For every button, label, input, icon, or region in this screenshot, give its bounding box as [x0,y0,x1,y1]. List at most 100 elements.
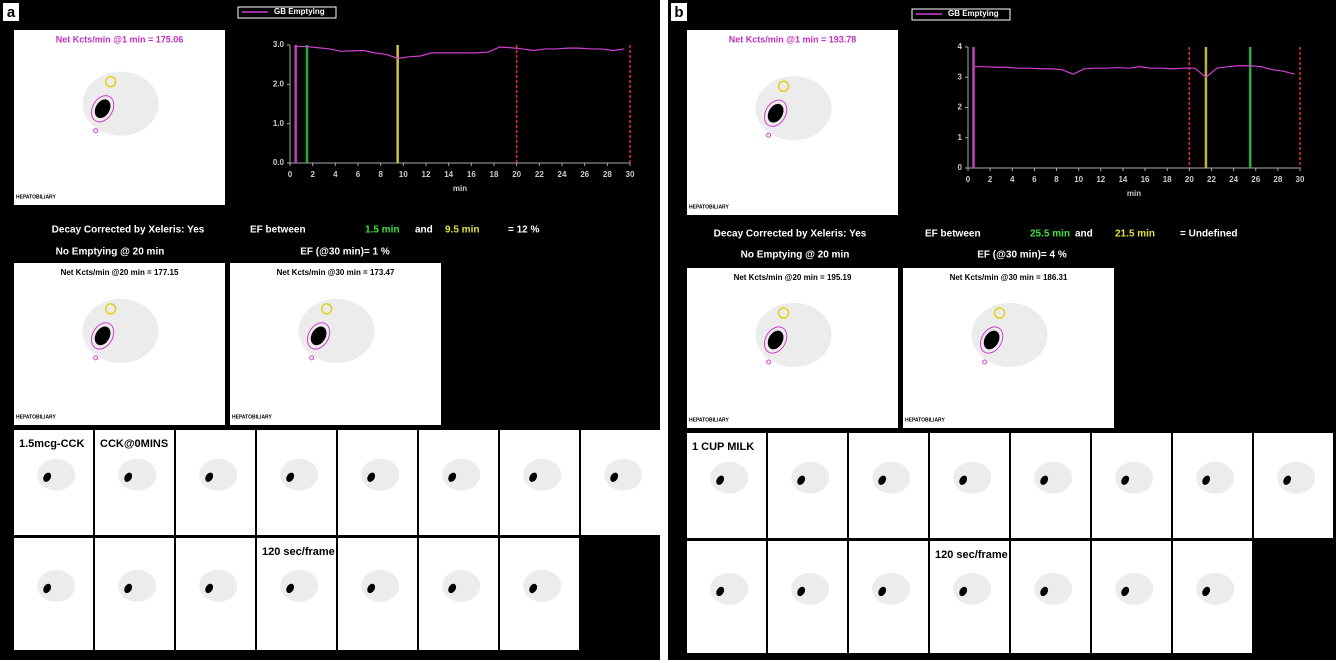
ef-join: and [415,225,433,236]
scan-halo [37,570,75,602]
image-title: Net Kcts/min @30 min = 186.31 [950,273,1068,282]
emptying-text: No Emptying @ 20 min [56,247,165,258]
x-tick-label: 24 [558,170,567,179]
x-tick-label: 26 [580,170,589,179]
scan-halo [1115,573,1153,605]
scan-halo [1034,573,1072,605]
x-tick-label: 16 [1141,175,1150,184]
image-caption: HEPATOBILIARY [232,414,272,420]
x-tick-label: 6 [356,170,361,179]
x-tick-label: 22 [535,170,544,179]
x-tick-label: 26 [1251,175,1260,184]
x-tick-label: 16 [467,170,476,179]
panel-label: b [674,4,683,21]
scan-halo [361,570,399,602]
x-tick-label: 18 [490,170,499,179]
x-tick-label: 14 [444,170,453,179]
x-tick-label: 18 [1163,175,1172,184]
scan-halo [604,459,642,491]
ef30-text: EF (@30 min)= 4 % [977,250,1067,261]
x-tick-label: 30 [626,170,635,179]
y-tick-label: 2.0 [273,79,285,88]
y-tick-label: 1 [958,133,963,142]
scan-halo [1196,573,1234,605]
y-tick-label: 0.0 [273,158,285,167]
scan-halo [199,459,237,491]
x-tick-label: 14 [1118,175,1127,184]
image-caption: HEPATOBILIARY [689,417,729,423]
x-tick-label: 8 [378,170,383,179]
image-title: Net Kcts/min @20 min = 195.19 [734,273,852,282]
frame-note: 1.5mcg-CCK [19,438,84,450]
scan-halo [872,573,910,605]
scan-halo [37,459,75,491]
image-title: Net Kcts/min @1 min = 175.06 [56,34,184,44]
x-axis-label: min [1127,189,1141,198]
x-tick-label: 6 [1032,175,1037,184]
frame-note: CCK@0MINS [100,438,168,450]
scan-halo [953,573,991,605]
x-tick-label: 10 [1074,175,1083,184]
scan-halo [523,570,561,602]
scan-halo [442,570,480,602]
figure: aNet Kcts/min @1 min = 175.06HEPATOBILIA… [0,0,1336,660]
scan-halo [280,570,318,602]
ef-prefix: EF between [250,225,306,236]
x-tick-label: 4 [1010,175,1015,184]
image-caption: HEPATOBILIARY [689,204,729,210]
ef-result: = 12 % [508,225,540,236]
decay-text: Decay Corrected by Xeleris: Yes [52,225,205,236]
image-title: Net Kcts/min @20 min = 177.15 [61,268,179,277]
scan-halo [872,462,910,494]
x-tick-label: 12 [422,170,431,179]
frame-note: 120 sec/frame [935,549,1008,561]
scan-halo [1034,462,1072,494]
ef-result: = Undefined [1180,229,1238,240]
y-tick-label: 3 [958,72,963,81]
x-tick-label: 8 [1054,175,1059,184]
ef-start: 25.5 min [1030,229,1070,240]
ef30-text: EF (@30 min)= 1 % [300,247,390,258]
x-tick-label: 28 [1273,175,1282,184]
scan-halo [361,459,399,491]
y-tick-label: 0 [958,163,963,172]
scan-halo [791,462,829,494]
legend-label: GB Emptying [948,9,999,18]
image-title: Net Kcts/min @1 min = 193.78 [729,34,857,44]
image-caption: HEPATOBILIARY [16,414,56,420]
scan-halo [118,570,156,602]
y-tick-label: 1.0 [273,119,285,128]
scan-halo [1277,462,1315,494]
y-tick-label: 3.0 [273,40,285,49]
legend-label: GB Emptying [274,7,325,16]
scan-halo [280,459,318,491]
x-tick-label: 2 [988,175,993,184]
y-tick-label: 2 [958,103,963,112]
x-tick-label: 22 [1207,175,1216,184]
ef-end: 21.5 min [1115,229,1155,240]
x-tick-label: 20 [512,170,521,179]
scan-halo [118,459,156,491]
y-tick-label: 4 [958,42,963,51]
x-tick-label: 20 [1185,175,1194,184]
x-tick-label: 0 [288,170,293,179]
frame-note: 1 CUP MILK [692,441,754,453]
x-tick-label: 0 [966,175,971,184]
page: {"panels": [ {"label": "a", "summary_ima… [0,0,1336,660]
ef-start: 1.5 min [365,225,399,236]
x-axis-label: min [453,184,467,193]
scan-halo [199,570,237,602]
image-caption: HEPATOBILIARY [16,194,56,200]
x-tick-label: 28 [603,170,612,179]
x-tick-label: 10 [399,170,408,179]
x-tick-label: 4 [333,170,338,179]
decay-text: Decay Corrected by Xeleris: Yes [714,229,867,240]
image-title: Net Kcts/min @30 min = 173.47 [277,268,395,277]
scan-halo [523,459,561,491]
scan-halo [791,573,829,605]
image-caption: HEPATOBILIARY [905,417,945,423]
x-tick-label: 30 [1296,175,1305,184]
ef-prefix: EF between [925,229,981,240]
scan-halo [1196,462,1234,494]
scan-halo [1115,462,1153,494]
